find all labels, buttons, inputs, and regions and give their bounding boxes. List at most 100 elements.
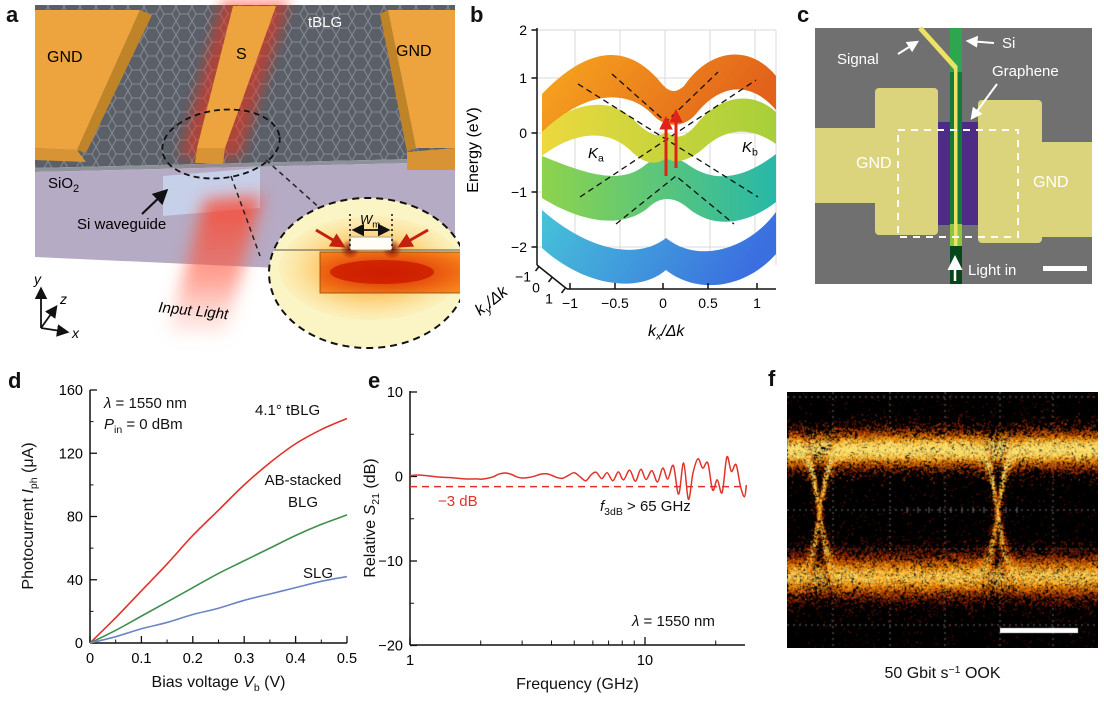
graphene-arrow xyxy=(970,83,998,120)
e-s21-curve xyxy=(409,455,748,501)
eye-diagram-image xyxy=(787,392,1098,648)
kx-tick-label: 1 xyxy=(753,295,761,311)
d-x-tick-label: 0.1 xyxy=(131,651,151,667)
axis-z-label: z xyxy=(59,291,67,307)
axis-ticks: 210−1−2−1 −0.5 0 0.5 1−101 xyxy=(511,22,761,311)
panel-label-c: c xyxy=(797,2,810,27)
d-conditions-annotation: λ = 1550 nm Pin = 0 dBm xyxy=(104,395,187,436)
e-x-tick-label: 1 xyxy=(406,653,414,669)
energy-tick-label: 1 xyxy=(519,70,527,86)
d-y-tick-label: 160 xyxy=(59,383,83,399)
panel-label-e: e xyxy=(368,368,381,393)
signal-arrow xyxy=(897,40,920,55)
panel-f-eye-diagram: f 50 Gbit s−1 OOK xyxy=(690,360,1104,710)
ky-tick xyxy=(547,277,553,283)
e-x-axis-label: Frequency (GHz) xyxy=(516,676,639,693)
zoom-leader-line-1 xyxy=(265,159,323,211)
e-y-tick-label: 10 xyxy=(387,385,403,401)
signal-label: Signal xyxy=(837,51,879,68)
kx-tick-label: −0.5 xyxy=(601,295,629,311)
gnd-pad-right xyxy=(978,100,1092,243)
ky-tick xyxy=(560,288,566,294)
d-series-label-slg: SLG xyxy=(303,565,334,582)
valence-band-upper-surface xyxy=(542,154,776,222)
si-arrow xyxy=(965,35,995,48)
si-waveguide-arrow xyxy=(141,188,169,215)
valley-ka-label: Ka xyxy=(588,145,604,165)
ky-tick-label: 1 xyxy=(545,291,553,307)
axes-frame xyxy=(536,28,776,290)
gnd-left-label: GND xyxy=(47,49,83,66)
d-y-tick-label: 80 xyxy=(67,510,83,526)
zoom-region-ellipse xyxy=(161,108,281,180)
ky-axis-label: ky/Δk xyxy=(472,283,514,321)
d-x-tick-label: 0 xyxy=(86,651,94,667)
energy-tick-label: 2 xyxy=(519,22,527,38)
wm-label: Wm xyxy=(360,212,380,231)
energy-tick-label: −2 xyxy=(511,239,527,255)
energy-tick-label: −1 xyxy=(511,184,527,200)
band-structure-3d-plot: Ka Kb 210−1−2−1 −0.5 0 0.5 1−101 Energy (eV)… xyxy=(465,22,777,343)
d-curve-1 xyxy=(89,514,348,644)
d-x-tick-label: 0.4 xyxy=(286,651,306,667)
panel-label-f: f xyxy=(768,366,776,391)
energy-axis-label: Energy (eV) xyxy=(465,107,482,192)
e-y-tick-label: −10 xyxy=(378,554,403,570)
panel-label-d: d xyxy=(8,368,22,393)
energy-tick-label: 0 xyxy=(519,125,527,141)
e-y-tick-label: −20 xyxy=(378,639,403,655)
field-hotspot-arrow-right xyxy=(397,228,429,248)
d-y-tick-label: 40 xyxy=(67,573,83,589)
kx-tick-label: −1 xyxy=(562,295,578,311)
gnd-electrode-left xyxy=(35,10,152,162)
gnd-electrode-right xyxy=(380,10,455,170)
d-y-tick-label: 0 xyxy=(75,636,83,652)
panel-e-frequency-response-chart: e 1 10 10 0 −10 −20 Relative S21 (dB) −3 dB f… xyxy=(360,360,780,710)
coordinate-axes xyxy=(34,286,70,337)
source-electrode xyxy=(195,6,276,164)
mode-profile-inset: Wm xyxy=(268,197,460,349)
d-x-tick-label: 0.3 xyxy=(234,651,254,667)
source-label: S xyxy=(236,46,247,63)
axis-y-label: y xyxy=(33,271,42,287)
valley-kb-label: Kb xyxy=(742,139,758,159)
gnd-left-label: GND xyxy=(856,155,892,172)
e-x-tick-label: 10 xyxy=(637,653,653,669)
kx-tick-label: 0 xyxy=(659,295,667,311)
field-hotspot-arrow-left xyxy=(315,228,346,248)
gnd-pad-left xyxy=(815,88,938,235)
kx-axis-label: kx/Δk xyxy=(648,323,685,343)
e-f3db-annotation: f3dB > 65 GHz xyxy=(600,498,691,518)
d-curve-2 xyxy=(89,575,348,644)
e-y-axis-label: Relative S21 (dB) xyxy=(362,458,383,578)
conduction-band-upper-surface xyxy=(542,54,776,133)
active-region-outline xyxy=(897,129,1019,238)
input-light-beam xyxy=(168,196,262,335)
panel-label-a: a xyxy=(6,2,19,27)
d-curve-0 xyxy=(89,417,348,644)
false-color-micrograph: Signal Si Graphene GND GND Light in xyxy=(815,26,1092,284)
axis-x-label: x xyxy=(71,325,80,341)
gnd-right-label: GND xyxy=(396,43,432,60)
panel-b-band-structure: b xyxy=(460,0,790,360)
e-wavelength-annotation: λ = 1550 nm xyxy=(632,613,715,630)
panel-a-device-schematic: a xyxy=(0,0,460,360)
d-series-label-tblg: 4.1° tBLG xyxy=(255,402,321,419)
photocurrent-vs-bias-chart: 0 0.1 0.2 0.3 0.4 0.5 0 40 80 120 160 xyxy=(59,383,357,667)
f-caption: 50 Gbit s−1 OOK xyxy=(884,664,1001,682)
valence-band-lower-surface xyxy=(542,210,776,286)
d-x-tick-label: 0.2 xyxy=(183,651,203,667)
si-waveguide-label: Si waveguide xyxy=(77,216,166,233)
sio2-label: SiO2 xyxy=(48,175,79,195)
e-y-tick-label: 0 xyxy=(395,470,403,486)
d-x-tick-label: 0.5 xyxy=(337,651,357,667)
si-label: Si xyxy=(1002,35,1015,52)
signal-electrode xyxy=(918,26,958,246)
graphene-label: Graphene xyxy=(992,63,1059,80)
ky-tick-label: −1 xyxy=(515,269,531,285)
d-series-label-blg: AB-stacked BLG xyxy=(264,472,342,511)
tblg-label: tBLG xyxy=(308,14,342,31)
light-in-label: Light in xyxy=(968,262,1016,279)
e-axes xyxy=(409,391,745,646)
ky-tick xyxy=(534,266,540,272)
